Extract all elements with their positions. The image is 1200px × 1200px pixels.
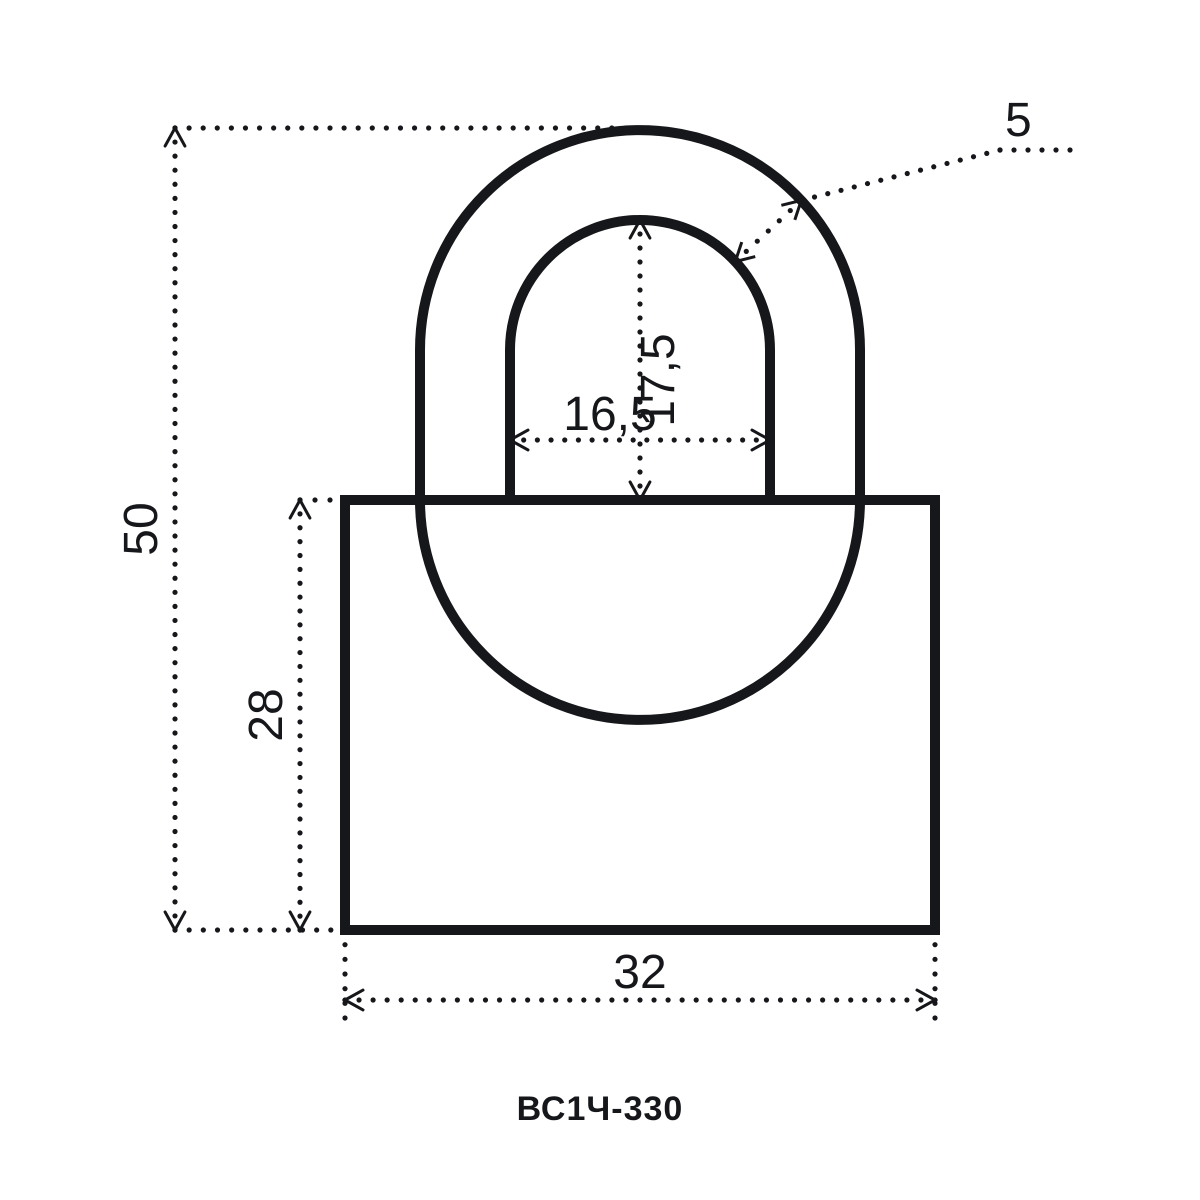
- dim-label-body-width: 32: [613, 946, 666, 999]
- ext-32-right: [932, 927, 937, 1020]
- dim-label-total-height: 50: [115, 502, 168, 555]
- dim-label-shackle-height: 17,5: [632, 333, 685, 426]
- ext-32-left: [342, 927, 347, 1020]
- dim-28: [297, 497, 302, 932]
- dim-label-shackle-thickness: 5: [1005, 94, 1032, 147]
- dim-5-leader: [799, 147, 1003, 203]
- dim-50: [172, 125, 177, 932]
- dim-5-span: [733, 198, 804, 264]
- dim-5-shelf: [997, 147, 1072, 152]
- ext-line-bottom-50: [172, 927, 347, 932]
- model-label: ВС1Ч-330: [517, 1090, 684, 1128]
- ext-line-top: [172, 125, 642, 130]
- padlock-dimension-diagram: 50283216,517,55ВС1Ч-330: [0, 0, 1200, 1200]
- dim-label-body-height: 28: [240, 688, 293, 741]
